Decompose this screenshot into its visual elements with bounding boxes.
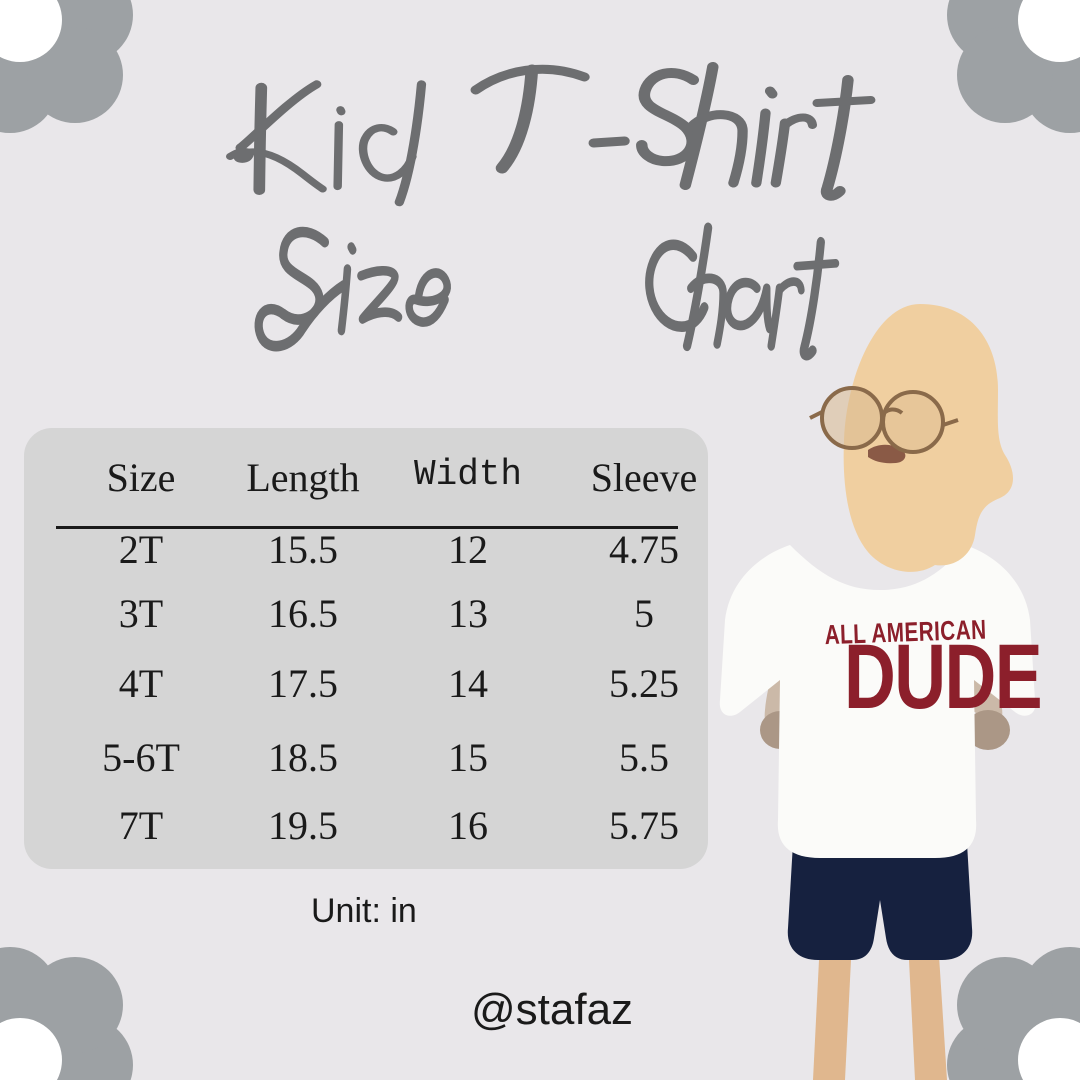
svg-text:DUDE: DUDE — [844, 625, 1041, 728]
